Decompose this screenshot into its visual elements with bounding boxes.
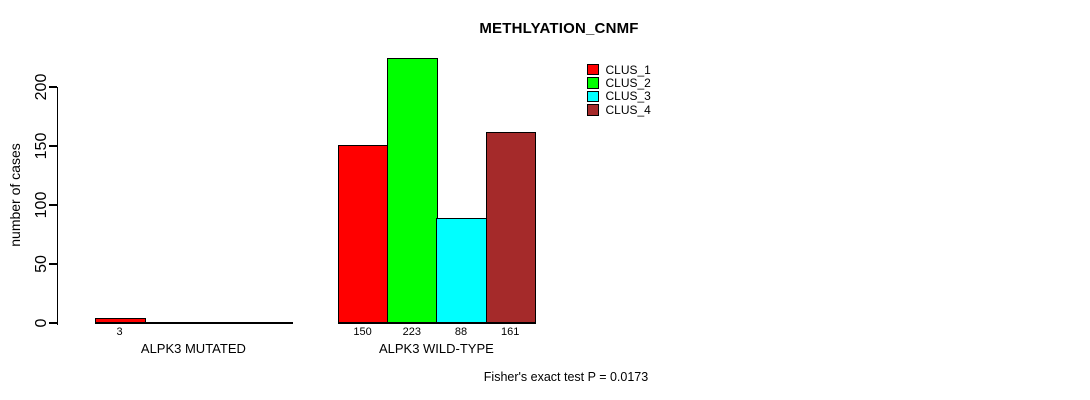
bar-value-label: 161 [501, 326, 520, 338]
y-tick [49, 145, 57, 147]
legend-swatch [587, 104, 599, 116]
y-tick [49, 204, 57, 206]
legend-item: CLUS_2 [587, 76, 651, 89]
bar-value-label: 3 [116, 326, 123, 338]
y-tick-label: 200 [33, 73, 50, 101]
annotation-text: Fisher's exact test P = 0.0173 [483, 370, 649, 384]
legend-item: CLUS_1 [587, 63, 651, 76]
legend-item: CLUS_4 [587, 103, 651, 116]
bar [338, 144, 389, 323]
group-baseline [95, 322, 294, 324]
bar-value-label: 150 [353, 326, 372, 338]
legend-swatch [587, 90, 599, 103]
legend-item: CLUS_3 [587, 90, 651, 103]
legend-swatch [587, 77, 599, 89]
legend-label: CLUS_4 [605, 102, 651, 117]
y-tick [49, 322, 57, 324]
bar [436, 217, 488, 323]
group-label: ALPK3 MUTATED [140, 341, 246, 356]
bar-value-label: 88 [454, 326, 468, 338]
y-tick-label: 0 [33, 318, 50, 328]
chart-title: METHLYATION_CNMF [479, 20, 639, 37]
bar [95, 317, 146, 323]
y-axis-line [56, 87, 58, 325]
y-tick-label: 50 [33, 255, 50, 273]
bar-value-label: 223 [402, 326, 421, 338]
y-tick-label: 100 [33, 191, 50, 219]
legend: CLUS_1 CLUS_2 CLUS_3 CLUS_4 [587, 63, 651, 117]
bar [387, 58, 438, 323]
y-tick [49, 263, 57, 265]
y-tick-label: 150 [33, 132, 50, 160]
legend-label: CLUS_3 [605, 89, 651, 104]
bar [485, 131, 537, 323]
group-label: ALPK3 WILD-TYPE [378, 341, 494, 356]
y-tick [49, 86, 57, 88]
legend-label: CLUS_1 [605, 62, 651, 77]
legend-label: CLUS_2 [605, 76, 651, 91]
legend-swatch [587, 63, 599, 76]
